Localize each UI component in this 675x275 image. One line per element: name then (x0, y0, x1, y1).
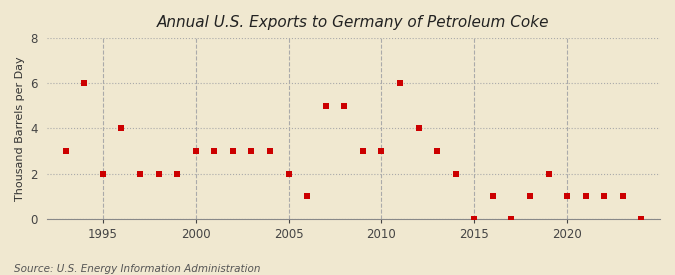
Point (320, 104, 331, 108)
Point (116, 126, 127, 131)
Point (60, 149, 71, 153)
Point (543, 171, 554, 176)
Point (432, 149, 443, 153)
Point (153, 171, 164, 176)
Point (376, 149, 387, 153)
Point (265, 149, 275, 153)
Point (358, 149, 369, 153)
Point (97, 171, 108, 176)
Point (599, 194, 610, 198)
Y-axis label: Thousand Barrels per Day: Thousand Barrels per Day (15, 56, 25, 201)
Point (79, 81, 90, 86)
Point (618, 194, 628, 198)
Point (395, 81, 406, 86)
Point (339, 104, 350, 108)
Point (450, 171, 461, 176)
Point (562, 194, 572, 198)
Point (413, 126, 424, 131)
Point (227, 149, 238, 153)
Point (469, 216, 480, 221)
Point (524, 194, 535, 198)
Point (209, 149, 219, 153)
Text: Source: U.S. Energy Information Administration: Source: U.S. Energy Information Administ… (14, 264, 260, 274)
Point (246, 149, 256, 153)
Point (171, 171, 182, 176)
Point (190, 149, 201, 153)
Point (283, 171, 294, 176)
Point (636, 216, 647, 221)
Point (506, 216, 517, 221)
Title: Annual U.S. Exports to Germany of Petroleum Coke: Annual U.S. Exports to Germany of Petrol… (157, 15, 550, 30)
Point (302, 194, 313, 198)
Point (487, 194, 498, 198)
Point (134, 171, 145, 176)
Point (580, 194, 591, 198)
